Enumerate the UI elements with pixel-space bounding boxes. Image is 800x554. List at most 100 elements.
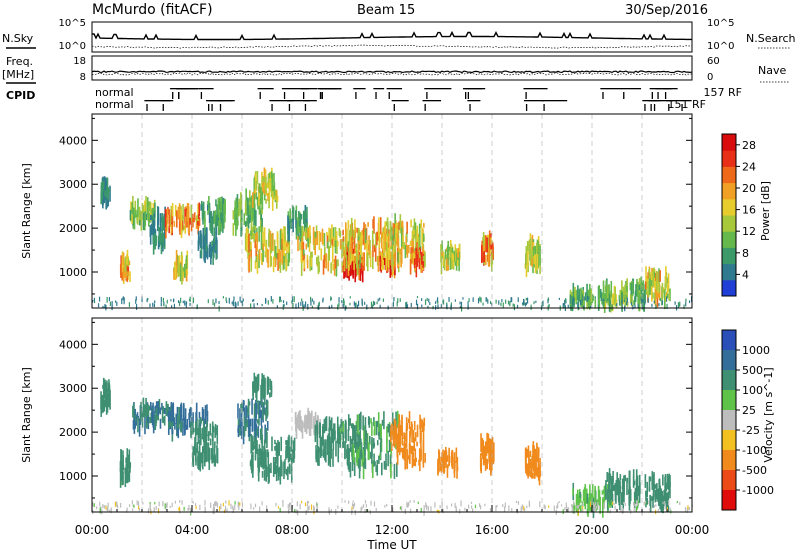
cpid-mode-mark	[602, 92, 604, 99]
echo-region	[479, 432, 495, 476]
cpid-mode-mark	[178, 92, 180, 99]
echo-region	[294, 407, 321, 440]
nsky-label: N.Sky	[2, 32, 34, 45]
cpid-mode-mark	[467, 100, 481, 102]
power-colorbar-frame	[721, 133, 737, 297]
velocity-colorbar-swatch	[722, 370, 736, 391]
cpid-mode-mark	[681, 104, 683, 111]
velocity-colorbar-frame	[721, 329, 737, 511]
freq-label: Freq.	[6, 55, 33, 68]
cpid-mode-mark	[211, 104, 213, 111]
time-tick-label: 08:00	[275, 523, 310, 537]
noise-strip: N.Sky 10^5 10^0 10^5 10^0 N.Search	[2, 18, 796, 53]
velocity-colorbar-tick-label: -500	[742, 464, 767, 477]
cpid-mode-mark	[391, 100, 409, 102]
power-colorbar-swatch	[722, 215, 736, 232]
cpid-mode-mark	[422, 100, 442, 102]
cpid-mode-mark	[200, 92, 203, 99]
velocity-colorbar-swatch	[722, 470, 736, 491]
cpid-mode-mark	[269, 100, 294, 102]
echo-region	[232, 188, 264, 240]
freq-tick-top: 18	[73, 56, 86, 67]
nsearch-tick-bottom: 10^0	[707, 41, 734, 52]
power-colorbar-swatch	[722, 150, 736, 167]
echo-region	[119, 448, 132, 488]
echo-region	[252, 167, 279, 211]
echo-region	[604, 468, 641, 511]
echo-region	[173, 249, 189, 285]
echo-region	[237, 395, 269, 445]
freq-unit-label: [MHz]	[2, 68, 34, 81]
velocity-colorbar-tick-label: 1000	[742, 344, 770, 357]
range-tick-label: 1000	[59, 266, 87, 279]
cpid-mode-mark	[651, 100, 674, 102]
cpid-mode-mark	[162, 104, 164, 111]
cpid-mode-mark	[304, 104, 307, 111]
range-tick-label: 3000	[59, 382, 87, 395]
echo-region	[389, 411, 426, 472]
echo-region	[440, 239, 461, 275]
cpid-mode-mark	[393, 104, 395, 111]
cpid-mode-mark	[623, 92, 625, 99]
velocity-colorbar-tick-label: -25	[742, 424, 760, 437]
cpid-mode-mark	[650, 104, 652, 111]
cpid-mode-mark	[644, 104, 646, 111]
echo-region	[287, 204, 309, 243]
cpid-mode-mark	[651, 92, 653, 99]
cpid-mode-mark	[666, 100, 680, 102]
cpid-mode-mark	[541, 100, 568, 102]
echo-region	[100, 377, 111, 417]
beam-title: Beam 15	[357, 3, 415, 18]
cpid-strip: CPID normal normal 157 RF 151 RF	[6, 86, 742, 111]
cpid-mode-mark	[259, 92, 261, 99]
nsky-tick-bottom: 10^0	[59, 41, 86, 52]
cpid-mode-mark	[653, 104, 656, 111]
echo-region	[192, 421, 219, 472]
cpid-mode-mark	[355, 92, 357, 99]
cpid-mode-mark	[283, 92, 286, 99]
cpid-row1-right: 157 RF	[704, 86, 742, 99]
power-colorbar-tick-label: 24	[742, 160, 756, 173]
power-scatter	[92, 167, 693, 313]
velocity-colorbar-swatch	[722, 450, 736, 471]
velocity-colorbar-tick-label: 100	[742, 384, 763, 397]
velocity-colorbar-swatch	[722, 410, 736, 431]
power-colorbar-swatch	[722, 182, 736, 200]
time-tick-label: 00:00	[675, 523, 710, 537]
velocity-colorbar-tick-label: -1000	[742, 484, 774, 497]
cpid-mode-mark	[424, 104, 426, 111]
power-colorbar-swatch	[722, 247, 736, 265]
echo-region	[437, 446, 459, 479]
range-tick-label: 1000	[59, 470, 87, 483]
station-title: McMurdo (fitACF)	[92, 2, 213, 18]
freq-strip: Freq. [MHz] 18 8 60 0 Nave	[2, 55, 790, 84]
cpid-mode-mark	[657, 92, 659, 99]
power-colorbar-swatch	[722, 263, 736, 281]
cpid-mode-mark	[303, 92, 305, 99]
cpid-mode-mark	[317, 88, 342, 90]
nsearch-label: N.Search	[746, 32, 796, 45]
date-title: 30/Sep/2016	[625, 3, 708, 18]
range-tick-label: 3000	[59, 178, 87, 191]
cpid-mode-mark	[144, 100, 171, 102]
velocity-colorbar-label: Velocity [m s^-1]	[762, 367, 775, 462]
velocity-colorbar-swatch	[722, 330, 736, 351]
range-tick-label: 2000	[59, 222, 87, 235]
power-colorbar-label: Power [dB]	[759, 181, 772, 241]
time-tick-label: 20:00	[575, 523, 610, 537]
velocity-colorbar-swatch	[722, 390, 736, 411]
cpid-mode-mark	[146, 104, 148, 111]
power-colorbar-tick-label: 8	[742, 247, 749, 260]
cpid-mode-mark	[668, 104, 670, 111]
velocity-scatter	[92, 372, 693, 519]
cpid-mode-mark	[319, 92, 322, 99]
echo-region	[167, 402, 209, 442]
cpid-mode-mark	[664, 92, 667, 99]
cpid-mode-mark	[467, 92, 470, 99]
echo-region	[119, 249, 131, 284]
nsky-tick-top: 10^5	[59, 18, 86, 29]
echo-region	[644, 471, 671, 514]
cpid-mode-mark	[209, 100, 235, 102]
echo-region	[384, 213, 425, 271]
